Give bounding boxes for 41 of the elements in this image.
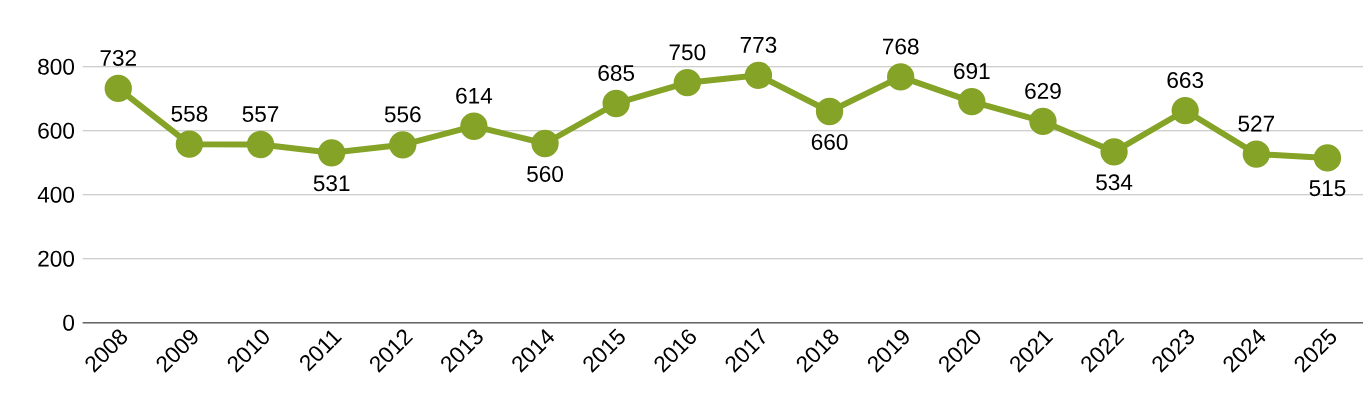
point (1313, 144, 1342, 172)
data-label: 534 (1096, 174, 1133, 191)
data-label: 773 (740, 36, 777, 53)
data-label: 556 (384, 106, 421, 123)
point (1100, 138, 1128, 166)
data-label: 560 (527, 166, 563, 183)
point (460, 112, 488, 140)
point (815, 97, 844, 126)
point (317, 139, 346, 167)
point (1029, 107, 1057, 136)
point (246, 130, 275, 159)
data-label: 691 (954, 63, 990, 80)
data-label: 558 (171, 105, 208, 122)
data-label: 557 (242, 106, 279, 123)
data-label: 685 (598, 65, 635, 82)
point (389, 131, 417, 159)
point (1171, 96, 1199, 125)
point (104, 74, 132, 103)
data-label: 768 (883, 38, 919, 55)
y-tick-label: 800 (38, 58, 75, 75)
y-tick-label: 400 (37, 186, 75, 203)
data-label: 527 (1238, 115, 1275, 132)
point (958, 88, 986, 116)
data-label: 660 (811, 134, 848, 151)
point (531, 129, 559, 158)
data-label: 515 (1309, 180, 1346, 197)
data-label: 531 (313, 175, 350, 192)
point (744, 61, 773, 90)
data-label: 663 (1167, 72, 1204, 89)
y-tick-label: 0 (63, 314, 75, 331)
y-tick-label: 600 (38, 122, 75, 139)
data-label: 629 (1025, 83, 1061, 100)
point (175, 130, 204, 158)
data-label: 750 (669, 44, 706, 61)
point (602, 89, 630, 118)
point (887, 63, 915, 91)
data-label: 614 (456, 87, 493, 104)
data-label: 732 (100, 50, 136, 67)
point (673, 69, 701, 97)
point (1242, 140, 1270, 168)
y-tick-label: 200 (38, 250, 75, 267)
